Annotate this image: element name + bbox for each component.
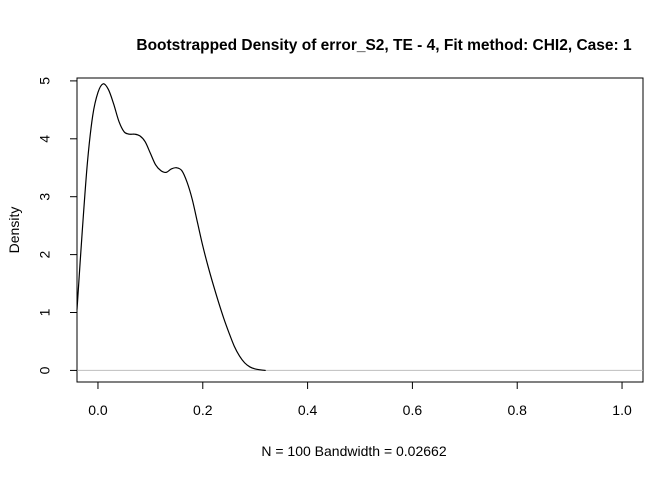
x-tick-label: 0.8	[507, 402, 527, 418]
plot-frame	[76, 77, 644, 383]
x-tick-label: 0.0	[88, 402, 108, 418]
x-tick-label: 0.2	[193, 402, 213, 418]
x-tick-label: 0.4	[298, 402, 318, 418]
x-axis-label: N = 100 Bandwidth = 0.02662	[261, 443, 446, 459]
density-line	[76, 83, 266, 372]
x-tick-label: 0.6	[403, 402, 423, 418]
y-axis: 0 1 2 3 4 5	[37, 77, 78, 374]
chart-title: Bootstrapped Density of error_S2, TE - 4…	[136, 37, 632, 54]
y-tick-label: 3	[37, 193, 53, 201]
y-tick-label: 4	[37, 135, 53, 143]
y-tick-label: 1	[37, 308, 53, 316]
y-tick-label: 2	[37, 251, 53, 259]
x-axis: 0.0 0.2 0.4 0.6 0.8 1.0	[88, 381, 632, 418]
y-tick-label: 5	[37, 77, 53, 85]
y-tick-label: 0	[37, 366, 53, 374]
y-axis-label: Density	[6, 207, 22, 254]
x-tick-label: 1.0	[612, 402, 632, 418]
